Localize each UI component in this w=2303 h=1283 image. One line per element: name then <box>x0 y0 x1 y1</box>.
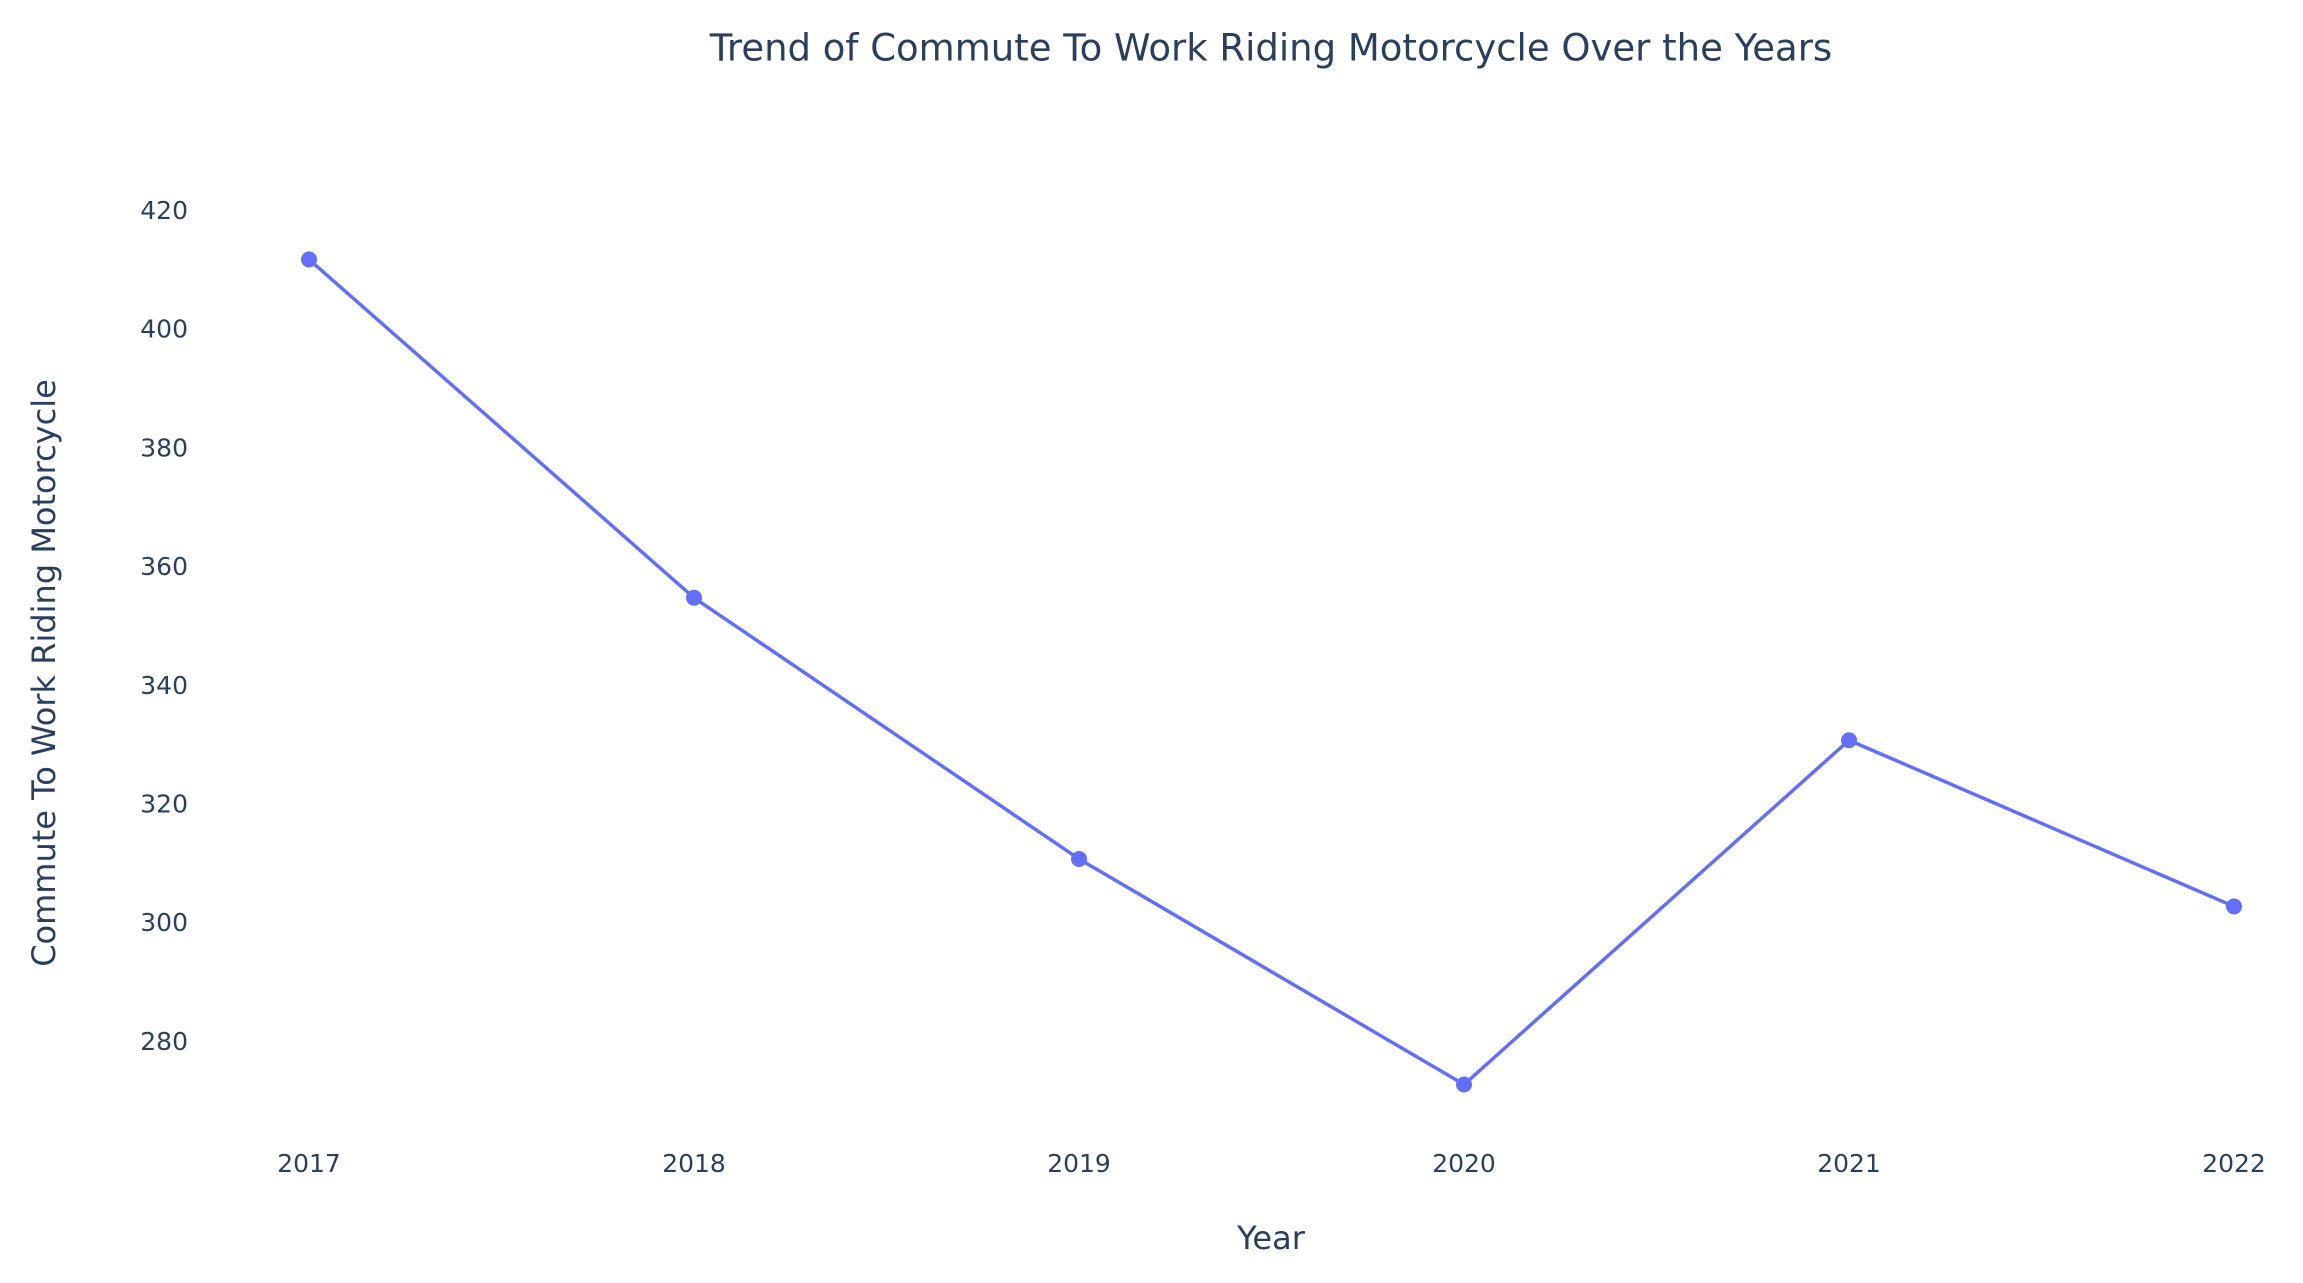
line <box>307 258 2235 1087</box>
x-tick-label: 2021 <box>1817 1149 1881 1178</box>
y-tick-label: 300 <box>140 908 188 937</box>
y-tick-label: 280 <box>140 1027 188 1056</box>
x-tick-label: 2019 <box>1047 1149 1111 1178</box>
x-tick-label: 2022 <box>2202 1149 2266 1178</box>
y-tick-label: 360 <box>140 552 188 581</box>
y-tick-label: 320 <box>140 790 188 819</box>
point <box>2226 898 2242 915</box>
y-tick-label: 400 <box>140 315 188 344</box>
point <box>1841 732 1857 749</box>
y-axis-title: Commute To Work Riding Motorcycle <box>25 379 63 967</box>
point <box>1071 850 1087 867</box>
point <box>686 589 702 606</box>
x-tick-label: 2017 <box>277 1149 341 1178</box>
point <box>301 251 317 268</box>
x-tick-label: 2018 <box>662 1149 726 1178</box>
x-axis-title: Year <box>1236 1219 1306 1257</box>
y-tick-label: 420 <box>140 196 188 225</box>
y-tick-label: 340 <box>140 671 188 700</box>
chart-title: Trend of Commute To Work Riding Motorcyc… <box>709 27 1832 70</box>
y-tick-label: 380 <box>140 433 188 462</box>
point <box>1456 1076 1472 1093</box>
x-tick-label: 2020 <box>1432 1149 1496 1178</box>
